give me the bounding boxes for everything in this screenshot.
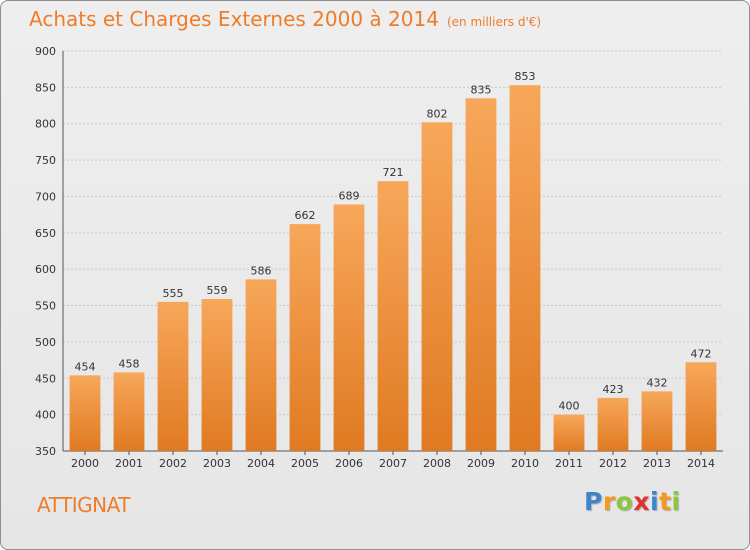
logo-letter: x: [633, 487, 650, 516]
bar-value-label: 662: [295, 209, 316, 222]
x-tick-label: 2009: [467, 457, 495, 470]
x-tick-label: 2003: [203, 457, 231, 470]
y-tick-label: 600: [35, 263, 56, 276]
bar-value-label: 586: [251, 264, 272, 277]
y-tick-label: 350: [35, 445, 56, 458]
x-tick-label: 2010: [511, 457, 539, 470]
x-tick-label: 2013: [643, 457, 671, 470]
y-tick-label: 450: [35, 372, 56, 385]
bar-value-label: 555: [163, 287, 184, 300]
chart-unit-subtitle: (en milliers d'€): [446, 15, 542, 29]
bar-value-label: 458: [119, 357, 140, 370]
bar-value-label: 423: [603, 383, 624, 396]
bar-value-label: 689: [339, 189, 360, 202]
bar: [421, 122, 453, 451]
bar-value-label: 400: [559, 400, 580, 413]
bar: [597, 397, 629, 451]
bar: [465, 98, 497, 451]
x-tick-label: 2007: [379, 457, 407, 470]
logo-letter: t: [659, 487, 672, 516]
x-tick-label: 2012: [599, 457, 627, 470]
commune-name: ATTIGNAT: [37, 493, 130, 517]
y-tick-label: 800: [35, 118, 56, 131]
proxiti-logo: Proxiti: [584, 487, 681, 516]
bar: [157, 301, 189, 451]
bar-value-label: 454: [75, 360, 96, 373]
logo-letter: i: [650, 487, 660, 516]
bar: [509, 85, 541, 451]
x-tick-label: 2014: [687, 457, 715, 470]
y-tick-label: 850: [35, 81, 56, 94]
bar: [641, 391, 673, 451]
bar-value-label: 802: [427, 107, 448, 120]
bar-value-label: 721: [383, 166, 404, 179]
y-tick-label: 900: [35, 45, 56, 58]
bar: [685, 362, 717, 451]
y-tick-label: 400: [35, 409, 56, 422]
bar-value-label: 853: [515, 70, 536, 83]
logo-letter: o: [615, 487, 634, 516]
bar-value-label: 559: [207, 284, 228, 297]
bar-value-label: 472: [691, 347, 712, 360]
x-tick-label: 2004: [247, 457, 275, 470]
bar-value-label: 835: [471, 83, 492, 96]
y-tick-label: 500: [35, 336, 56, 349]
x-tick-label: 2002: [159, 457, 187, 470]
logo-letter: P: [584, 487, 603, 516]
x-tick-label: 2005: [291, 457, 319, 470]
x-tick-label: 2006: [335, 457, 363, 470]
x-tick-label: 2011: [555, 457, 583, 470]
bar: [245, 279, 277, 451]
bar: [113, 372, 145, 451]
logo-letter: r: [602, 487, 616, 516]
bar: [69, 375, 101, 451]
x-tick-label: 2000: [71, 457, 99, 470]
bar: [201, 299, 233, 451]
logo-letter: i: [671, 487, 681, 516]
x-tick-label: 2008: [423, 457, 451, 470]
bar: [377, 181, 409, 451]
y-tick-label: 700: [35, 190, 56, 203]
chart-title-text: Achats et Charges Externes 2000 à 2014: [29, 7, 439, 31]
y-tick-label: 750: [35, 154, 56, 167]
bar: [289, 224, 321, 451]
bar: [333, 204, 365, 451]
bar: [553, 414, 585, 451]
x-tick-label: 2001: [115, 457, 143, 470]
chart-title: Achats et Charges Externes 2000 à 2014 (e…: [29, 7, 541, 31]
y-tick-label: 650: [35, 227, 56, 240]
bar-value-label: 432: [647, 376, 668, 389]
y-tick-label: 550: [35, 300, 56, 313]
